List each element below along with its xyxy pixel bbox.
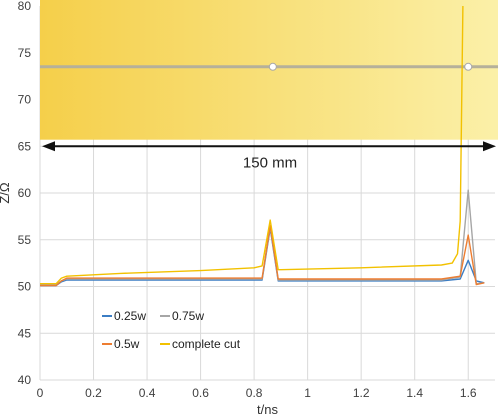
x-tick-label: 0.8 — [246, 386, 263, 400]
arrowhead-right — [483, 141, 496, 152]
band-rect — [40, 0, 498, 140]
series-line-complete-cut — [40, 5, 464, 285]
y-tick-label: 45 — [18, 326, 32, 340]
y-axis-title: Z/Ω — [0, 182, 12, 204]
y-tick-label: 75 — [18, 46, 32, 60]
legend-label: 0.5w — [114, 337, 140, 351]
y-tick-labels: 40 45 50 55 60 65 70 75 80 — [18, 0, 32, 387]
band-marker — [268, 62, 277, 71]
y-tick-label: 50 — [18, 280, 32, 294]
series-line-0.5w — [40, 224, 485, 287]
x-tick-label: 0.4 — [139, 386, 156, 400]
series-lines — [40, 5, 485, 287]
dimension-label: 150 mm — [243, 154, 297, 171]
legend: 0.25w 0.75w 0.5w complete cut — [102, 309, 241, 351]
legend-label: complete cut — [172, 337, 241, 351]
x-tick-label: 1.4 — [406, 386, 423, 400]
y-tick-label: 60 — [18, 186, 32, 200]
overlay-band — [40, 0, 498, 140]
legend-label: 0.25w — [114, 309, 146, 323]
series-line-0.75w — [40, 189, 485, 286]
arrowhead-left — [42, 141, 55, 152]
y-tick-label: 40 — [18, 373, 32, 387]
x-tick-label: 1.2 — [353, 386, 370, 400]
x-tick-label: 0.6 — [192, 386, 209, 400]
dimension-arrow: 150 mm — [42, 141, 496, 171]
x-tick-labels: 0 0.2 0.4 0.6 0.8 1 1.2 1.4 1.6 — [37, 386, 477, 400]
x-tick-label: 1.6 — [460, 386, 477, 400]
legend-label: 0.75w — [172, 309, 204, 323]
band-marker — [464, 62, 473, 71]
y-tick-label: 70 — [18, 93, 32, 107]
x-tick-label: 1 — [304, 386, 311, 400]
y-tick-label: 80 — [18, 0, 32, 13]
x-tick-label: 0.2 — [85, 386, 102, 400]
y-tick-label: 65 — [18, 139, 32, 153]
x-axis-title: t/ns — [257, 402, 278, 417]
y-tick-label: 55 — [18, 233, 32, 247]
x-tick-label: 0 — [37, 386, 44, 400]
